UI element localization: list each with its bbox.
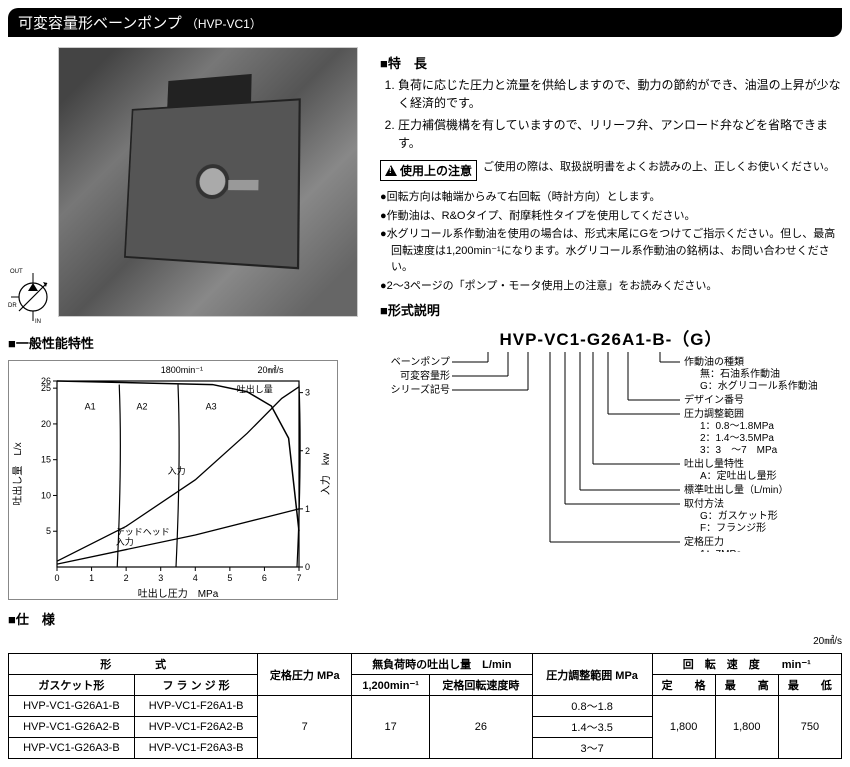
- feature-item: 圧力補償機構を有していますので、リリーフ弁、アンロード弁などを省略できます。: [398, 116, 842, 152]
- svg-text:F：フランジ形: F：フランジ形: [700, 522, 766, 534]
- svg-text:7: 7: [296, 573, 301, 583]
- svg-text:DR: DR: [8, 303, 17, 309]
- svg-text:入力: 入力: [116, 536, 134, 547]
- svg-text:吐出し量特性: 吐出し量特性: [684, 457, 744, 470]
- model-breakdown-diagram: ベーンポンプ可変容量形シリーズ記号 作動油の種類無：石油系作動油G：水グリコール系…: [380, 352, 842, 552]
- page-subtitle: （HVP-VC1）: [186, 17, 262, 31]
- svg-text:1：0.8〜1.8MPa: 1：0.8〜1.8MPa: [700, 421, 774, 432]
- th-max: 最 高: [715, 675, 778, 696]
- caution-badge: 使用上の注意: [380, 160, 477, 181]
- svg-text:5: 5: [46, 526, 51, 536]
- svg-text:A2: A2: [137, 402, 148, 412]
- svg-text:可変容量形: 可変容量形: [400, 369, 450, 382]
- pump-illustration: [124, 98, 301, 269]
- svg-text:3: 3: [305, 388, 310, 398]
- spec-heading: 仕 様: [8, 609, 842, 628]
- svg-text:2: 2: [124, 573, 129, 583]
- svg-text:吐出し量: 吐出し量: [237, 383, 273, 394]
- page-title: 可変容量形ベーンポンプ: [18, 15, 182, 32]
- svg-text:取付方法: 取付方法: [684, 497, 724, 510]
- svg-text:10: 10: [41, 490, 51, 500]
- svg-text:ベーンポンプ: ベーンポンプ: [391, 356, 450, 368]
- th-type: 形 式: [9, 654, 258, 675]
- hydraulic-schematic-icon: OUT IN DR: [8, 267, 58, 327]
- th-flow: 無負荷時の吐出し量 L/min: [352, 654, 533, 675]
- svg-text:G：ガスケット形: G：ガスケット形: [700, 510, 778, 522]
- th-ratedp: 定格圧力 MPa: [258, 654, 352, 696]
- model-heading: 形式説明: [380, 300, 842, 319]
- spec-table-body: HVP-VC1-G26A1-BHVP-VC1-F26A1-B717260.8〜1…: [9, 696, 842, 759]
- svg-text:標準吐出し量（L/min）: 標準吐出し量（L/min）: [684, 483, 788, 496]
- th-flow1200: 1,200min⁻¹: [352, 675, 430, 696]
- th-flange: フ ラ ン ジ 形: [134, 675, 258, 696]
- svg-text:1: 1: [305, 504, 310, 514]
- svg-text:A3: A3: [206, 402, 217, 412]
- svg-text:1：7MPa: 1：7MPa: [700, 549, 742, 552]
- svg-text:入力: 入力: [168, 465, 186, 476]
- svg-text:吐出し量 L/x: 吐出し量 L/x: [11, 442, 24, 505]
- svg-text:15: 15: [41, 455, 51, 465]
- caution-label: 使用上の注意: [400, 162, 472, 179]
- svg-text:3: 3: [158, 573, 163, 583]
- svg-text:G：水グリコール系作動油: G：水グリコール系作動油: [700, 379, 818, 392]
- svg-text:デザイン番号: デザイン番号: [684, 393, 744, 406]
- svg-text:吐出し圧力 MPa: 吐出し圧力 MPa: [138, 587, 219, 600]
- svg-text:圧力調整範囲: 圧力調整範囲: [684, 407, 744, 420]
- spec-table: 形 式 定格圧力 MPa 無負荷時の吐出し量 L/min 圧力調整範囲 MPa …: [8, 653, 842, 759]
- model-code: HVP-VC1-G26A1-B-（G）: [380, 325, 842, 350]
- features-list: 負荷に応じた圧力と流量を供給しますので、動力の節約ができ、油温の上昇が少なく経済…: [380, 76, 842, 152]
- unit-note: 20㎟/s: [8, 632, 842, 647]
- note-item: 水グリコール系作動油を使用の場合は、形式末尾にGをつけてご指示ください。但し、最…: [380, 226, 842, 276]
- product-photo: [58, 47, 358, 317]
- svg-text:OUT: OUT: [10, 269, 23, 275]
- spec-table-head: 形 式 定格圧力 MPa 無負荷時の吐出し量 L/min 圧力調整範囲 MPa …: [9, 654, 842, 696]
- note-item: 回転方向は軸端からみて右回転（時計方向）とします。: [380, 189, 842, 206]
- svg-text:シリーズ記号: シリーズ記号: [391, 383, 451, 396]
- svg-text:20㎟/s: 20㎟/s: [258, 365, 285, 375]
- svg-text:20: 20: [41, 419, 51, 429]
- svg-text:無：石油系作動油: 無：石油系作動油: [700, 367, 780, 380]
- svg-text:5: 5: [227, 573, 232, 583]
- performance-chart: 01234567510152025260123A1A2A3吐出し量入力デッドヘッ…: [8, 360, 368, 603]
- warning-triangle-icon: [385, 165, 397, 176]
- features-heading: 特 長: [380, 53, 842, 72]
- svg-text:IN: IN: [35, 319, 41, 325]
- th-gasket: ガスケット形: [9, 675, 135, 696]
- left-column: OUT IN DR 一般性能特性 01234567510152025260123…: [8, 47, 368, 603]
- svg-text:A：定吐出し量形: A：定吐出し量形: [700, 469, 777, 482]
- note-item: 2〜3ページの「ポンプ・モータ使用上の注意」をお読みください。: [380, 278, 842, 295]
- svg-text:1: 1: [89, 573, 94, 583]
- svg-text:26: 26: [41, 376, 51, 386]
- feature-item: 負荷に応じた圧力と流量を供給しますので、動力の節約ができ、油温の上昇が少なく経済…: [398, 76, 842, 112]
- svg-text:1800min⁻¹: 1800min⁻¹: [161, 365, 203, 375]
- th-padj: 圧力調整範囲 MPa: [532, 654, 652, 696]
- th-speed: 回 転 速 度 min⁻¹: [652, 654, 841, 675]
- svg-text:入力 kw: 入力 kw: [319, 452, 332, 495]
- caution-text: ご使用の際は、取扱説明書をよくお読みの上、正しくお使いください。: [483, 160, 835, 175]
- svg-text:定格圧力: 定格圧力: [684, 535, 724, 548]
- svg-text:作動油の種類: 作動油の種類: [684, 355, 744, 368]
- th-flowrated: 定格回転速度時: [430, 675, 532, 696]
- svg-text:2：1.4〜3.5MPa: 2：1.4〜3.5MPa: [700, 433, 774, 444]
- svg-text:0: 0: [54, 573, 59, 583]
- caution-row: 使用上の注意 ご使用の際は、取扱説明書をよくお読みの上、正しくお使いください。: [380, 160, 842, 181]
- notes-bullets: 回転方向は軸端からみて右回転（時計方向）とします。 作動油は、R&Oタイプ、耐摩…: [380, 189, 842, 294]
- svg-text:2: 2: [305, 446, 310, 456]
- page-title-bar: 可変容量形ベーンポンプ （HVP-VC1）: [8, 8, 842, 37]
- main-layout: OUT IN DR 一般性能特性 01234567510152025260123…: [8, 47, 842, 603]
- note-item: 作動油は、R&Oタイプ、耐摩耗性タイプを使用してください。: [380, 208, 842, 225]
- svg-text:0: 0: [305, 562, 310, 572]
- svg-text:4: 4: [193, 573, 198, 583]
- svg-text:3：3 〜7 MPa: 3：3 〜7 MPa: [700, 445, 778, 456]
- perf-heading: 一般性能特性: [8, 333, 368, 352]
- th-rated: 定 格: [652, 675, 715, 696]
- th-min: 最 低: [778, 675, 841, 696]
- features-section: 特 長 負荷に応じた圧力と流量を供給しますので、動力の節約ができ、油温の上昇が少…: [380, 53, 842, 152]
- svg-text:6: 6: [262, 573, 267, 583]
- svg-text:デッドヘッド: デッドヘッド: [116, 526, 170, 537]
- right-column: 特 長 負荷に応じた圧力と流量を供給しますので、動力の節約ができ、油温の上昇が少…: [380, 47, 842, 603]
- svg-text:A1: A1: [85, 402, 96, 412]
